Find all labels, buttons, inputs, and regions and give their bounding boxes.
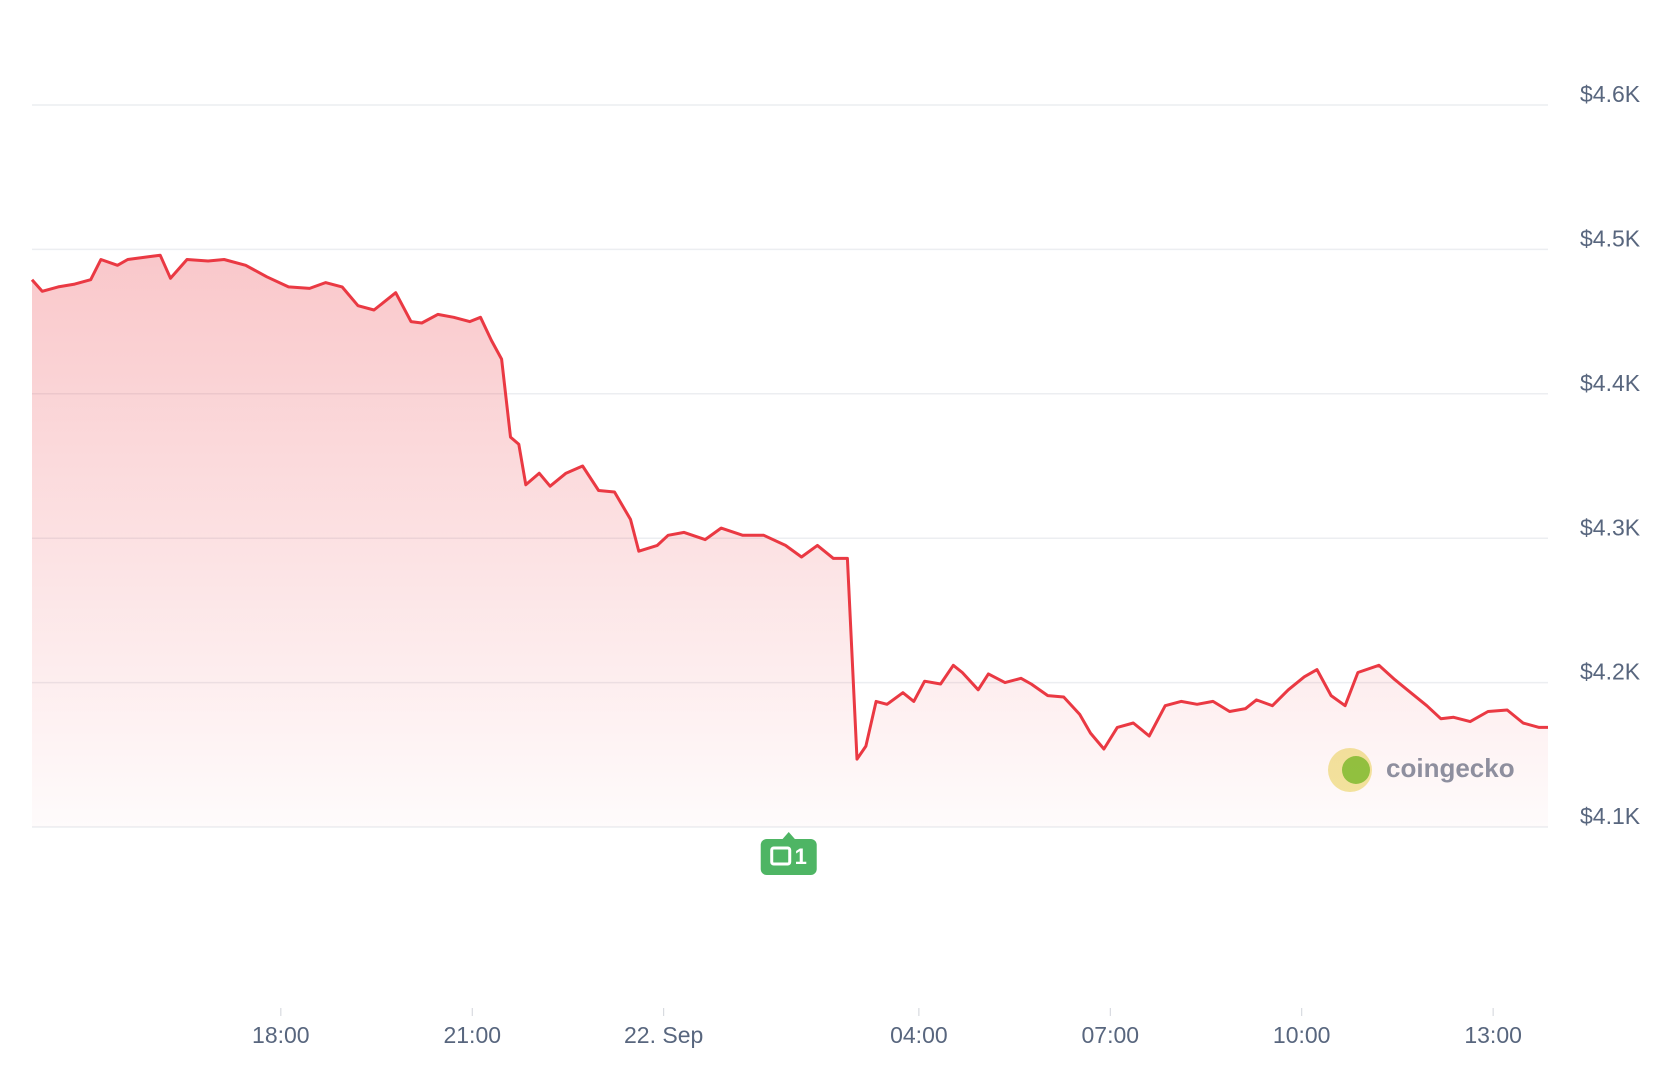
y-tick-label: $4.4K bbox=[1580, 370, 1641, 396]
y-tick-label: $4.1K bbox=[1580, 803, 1641, 829]
y-tick-label: $4.2K bbox=[1580, 659, 1641, 685]
badge-pointer bbox=[781, 832, 796, 840]
x-tick-label: 22. Sep bbox=[624, 1022, 703, 1048]
x-tick-label: 13:00 bbox=[1464, 1022, 1522, 1048]
badge-count: 1 bbox=[795, 844, 807, 869]
area bbox=[32, 255, 1548, 827]
y-tick-label: $4.3K bbox=[1580, 514, 1641, 540]
x-tick-label: 21:00 bbox=[443, 1022, 501, 1048]
y-tick-label: $4.6K bbox=[1580, 81, 1641, 107]
y-tick-label: $4.5K bbox=[1580, 225, 1641, 251]
badge-icon bbox=[770, 846, 792, 866]
x-tick-label: 07:00 bbox=[1082, 1022, 1140, 1048]
news-badge[interactable]: 1 bbox=[760, 832, 817, 875]
x-tick-label: 10:00 bbox=[1273, 1022, 1331, 1048]
x-tick-label: 04:00 bbox=[890, 1022, 948, 1048]
price-line bbox=[30, 253, 1548, 761]
x-tick-label: 18:00 bbox=[252, 1022, 310, 1048]
